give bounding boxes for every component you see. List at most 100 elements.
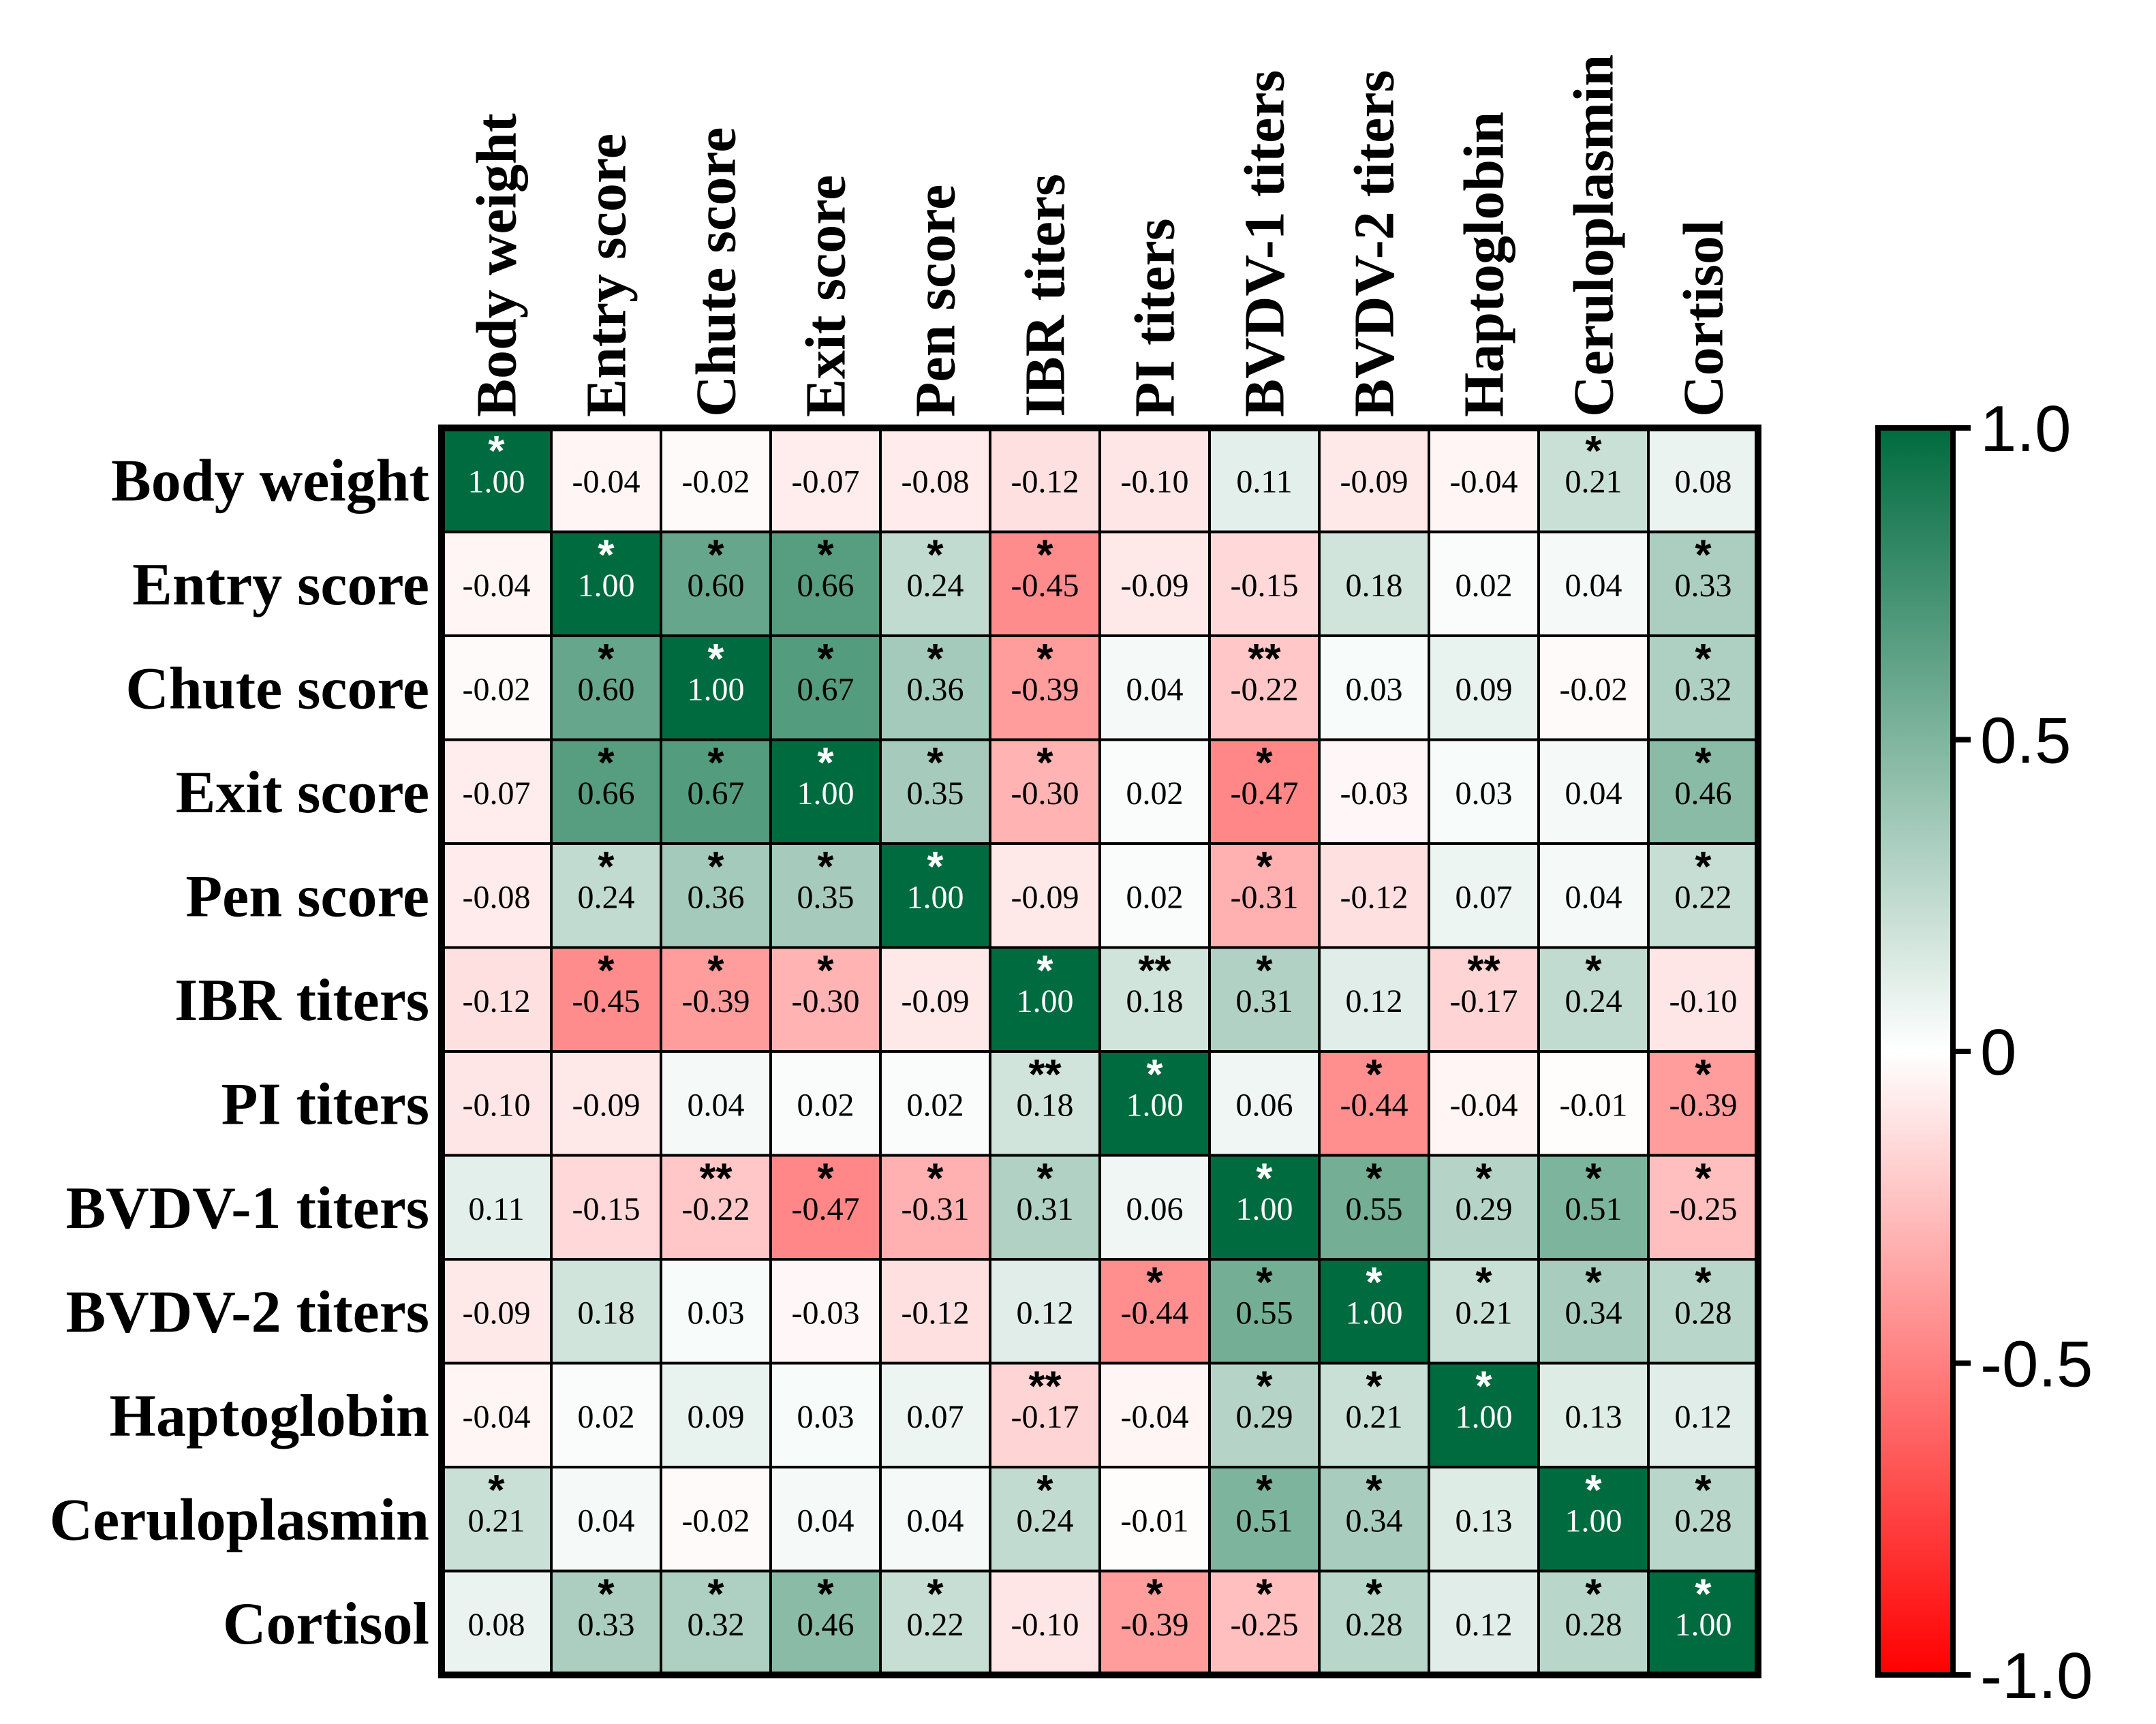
cell-haptoglobin-ceruloplasmin bbox=[1537, 1361, 1650, 1468]
cell-value: -0.30 bbox=[792, 983, 860, 1019]
cell-value: -0.01 bbox=[1121, 1503, 1189, 1539]
column-label-body-weight: Body weight bbox=[465, 113, 529, 417]
heatmap-cell: 0.51* bbox=[1208, 1466, 1321, 1573]
cell-value: 1.00 bbox=[1126, 1088, 1184, 1124]
cell-pi-titers-pen-score bbox=[879, 1050, 991, 1157]
cell-exit-score-haptoglobin bbox=[1428, 738, 1540, 845]
row-label-cortisol: Cortisol bbox=[223, 1591, 429, 1657]
heatmap-cell: 0.34* bbox=[1537, 1258, 1650, 1365]
heatmap-cell: -0.39* bbox=[1098, 1569, 1211, 1676]
significance-marker: * bbox=[1256, 947, 1273, 994]
cell-value: 0.60 bbox=[688, 568, 745, 604]
cell-value: -0.39 bbox=[1669, 1088, 1738, 1124]
heatmap-cell: -0.17** bbox=[1428, 946, 1540, 1053]
heatmap-cell: 1.00* bbox=[1098, 1050, 1211, 1157]
column-label-pen-score: Pen score bbox=[904, 185, 968, 417]
heatmap-cell: 1.00* bbox=[660, 634, 772, 741]
cell-pen-score-exit-score bbox=[769, 842, 882, 949]
heatmap-cell: -0.02 bbox=[440, 634, 553, 741]
row-labels: Body weight Entry score Chute score Exit sc… bbox=[50, 448, 429, 1657]
significance-marker: * bbox=[1146, 1051, 1163, 1098]
heatmap-cell: 0.09 bbox=[1428, 634, 1540, 741]
cell-value: -0.22 bbox=[682, 1191, 750, 1227]
heatmap-cell: 0.36* bbox=[660, 842, 772, 949]
cell-ceruloplasmin-bvdv-1-titers bbox=[1208, 1466, 1321, 1573]
heatmap-cell: -0.04 bbox=[1428, 427, 1540, 534]
significance-marker: * bbox=[707, 532, 724, 579]
cell-bvdv-2-titers-ibr-titers bbox=[989, 1258, 1101, 1365]
cell-value: -0.08 bbox=[902, 464, 970, 500]
cell-value: 0.32 bbox=[1675, 672, 1732, 708]
cell-exit-score-ibr-titers bbox=[989, 738, 1101, 845]
heatmap-cell: -0.10 bbox=[989, 1569, 1101, 1676]
cell-chute-score-ceruloplasmin bbox=[1537, 634, 1650, 741]
heatmap-cell: 0.13 bbox=[1428, 1466, 1540, 1573]
cell-value: -0.10 bbox=[1669, 983, 1738, 1019]
color-scale-tick-label: -0.5 bbox=[1980, 1328, 2093, 1401]
row-label-bvdv-2-titers: BVDV-2 titers bbox=[65, 1279, 429, 1345]
cell-bvdv-1-titers-pen-score bbox=[879, 1154, 991, 1261]
heatmap-cell: -0.04 bbox=[1428, 1050, 1540, 1157]
heatmap-cell: 0.24* bbox=[1537, 946, 1650, 1053]
significance-marker: * bbox=[707, 739, 724, 786]
cell-body-weight-bvdv-2-titers bbox=[1318, 427, 1430, 534]
heatmap-cell: 0.04 bbox=[1537, 738, 1650, 845]
significance-marker: * bbox=[1695, 1155, 1712, 1202]
heatmap-cell: 0.02 bbox=[550, 1361, 662, 1468]
heatmap-cell: 0.29* bbox=[1208, 1361, 1321, 1468]
cell-ibr-titers-ibr-titers bbox=[989, 946, 1101, 1053]
cell-value: 0.03 bbox=[1456, 775, 1513, 812]
heatmap-cell: -0.12 bbox=[879, 1258, 991, 1365]
heatmap-cell: -0.25* bbox=[1647, 1154, 1759, 1261]
heatmap-cells: 1.00*-0.04 -0.02 -0.07 -0.08 -0.12 -0.10 0.11-… bbox=[440, 427, 1759, 1676]
cell-value: 0.08 bbox=[468, 1607, 525, 1643]
cell-bvdv-1-titers-bvdv-2-titers bbox=[1318, 1154, 1430, 1261]
cell-value: -0.09 bbox=[572, 1088, 641, 1124]
heatmap-cell: 0.24* bbox=[989, 1466, 1101, 1573]
heatmap-cell: 0.55* bbox=[1208, 1258, 1321, 1365]
cell-value: 0.02 bbox=[1126, 775, 1184, 812]
cell-value: -0.17 bbox=[1450, 983, 1518, 1019]
color-scale-bar bbox=[1875, 425, 1956, 1678]
significance-marker: ** bbox=[699, 1155, 733, 1202]
cell-value: 0.07 bbox=[907, 1399, 964, 1435]
cell-value: -0.09 bbox=[1121, 568, 1189, 604]
heatmap-cell: -0.04 bbox=[440, 1361, 553, 1468]
cell-value: 0.13 bbox=[1456, 1503, 1513, 1539]
heatmap-cell: 0.02 bbox=[1098, 842, 1211, 949]
cell-value: 0.31 bbox=[1236, 983, 1293, 1019]
cell-value: 0.13 bbox=[1565, 1399, 1622, 1435]
cell-value: -0.45 bbox=[572, 983, 641, 1019]
row-label-exit-score: Exit score bbox=[176, 760, 429, 826]
cell-value: 1.00 bbox=[1346, 1295, 1403, 1332]
heatmap-cell: 0.67* bbox=[660, 738, 772, 845]
heatmap-cell: -0.22** bbox=[660, 1154, 772, 1261]
heatmap-cell: -0.01 bbox=[1098, 1466, 1211, 1573]
cell-value: 0.02 bbox=[1456, 568, 1513, 604]
cell-value: 0.03 bbox=[1346, 672, 1403, 708]
cell-value: -0.12 bbox=[1011, 464, 1079, 500]
heatmap-cell: -0.12 bbox=[440, 946, 553, 1053]
heatmap-cell: -0.30* bbox=[769, 946, 882, 1053]
heatmap-cell: 0.02 bbox=[879, 1050, 991, 1157]
cell-value: -0.02 bbox=[682, 464, 750, 500]
heatmap-cell: 0.35* bbox=[879, 738, 991, 845]
significance-marker: * bbox=[1256, 1155, 1273, 1202]
heatmap-cell: -0.39* bbox=[660, 946, 772, 1053]
cell-chute-score-entry-score bbox=[550, 634, 662, 741]
cell-chute-score-pi-titers bbox=[1098, 634, 1211, 741]
cell-value: -0.09 bbox=[902, 983, 970, 1019]
cell-value: 0.22 bbox=[907, 1607, 964, 1643]
cell-value: 0.21 bbox=[468, 1503, 525, 1539]
heatmap-cell: -0.04 bbox=[550, 427, 662, 534]
significance-marker: * bbox=[817, 532, 834, 579]
cell-exit-score-pi-titers bbox=[1098, 738, 1211, 845]
heatmap-cell: 0.60* bbox=[660, 530, 772, 637]
heatmap-cell: -0.08 bbox=[440, 842, 553, 949]
color-scale-tick-label: 1.0 bbox=[1980, 392, 2071, 465]
cell-pi-titers-ibr-titers bbox=[989, 1050, 1101, 1157]
significance-marker: * bbox=[598, 844, 615, 891]
cell-value: 0.24 bbox=[907, 568, 964, 604]
significance-marker: * bbox=[1366, 1363, 1383, 1410]
significance-marker: * bbox=[1695, 739, 1712, 786]
